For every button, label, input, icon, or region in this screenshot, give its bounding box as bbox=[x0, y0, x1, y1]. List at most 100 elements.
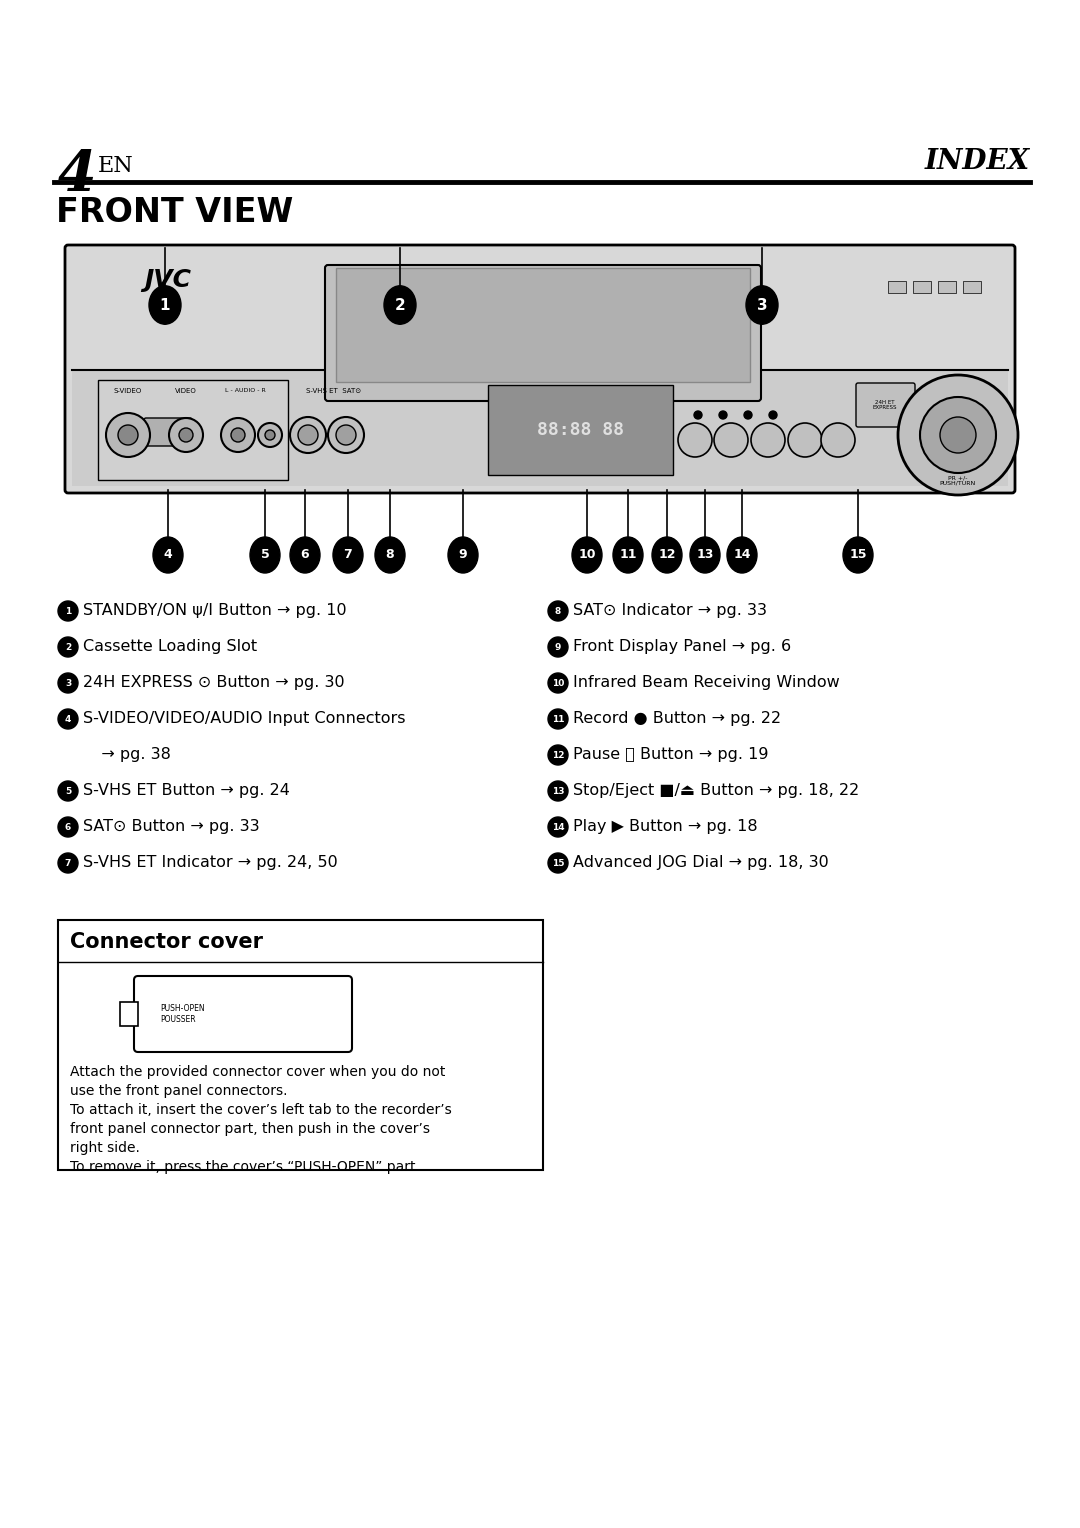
Text: 6: 6 bbox=[65, 822, 71, 831]
Text: 88:88 88: 88:88 88 bbox=[537, 422, 624, 439]
Circle shape bbox=[258, 423, 282, 448]
Circle shape bbox=[897, 374, 1018, 495]
Circle shape bbox=[548, 709, 568, 729]
Text: 4: 4 bbox=[58, 148, 96, 203]
Text: Infrared Beam Receiving Window: Infrared Beam Receiving Window bbox=[573, 674, 840, 689]
Ellipse shape bbox=[652, 536, 681, 573]
Circle shape bbox=[291, 417, 326, 452]
Text: INDEX: INDEX bbox=[924, 148, 1030, 176]
Bar bbox=[888, 281, 906, 293]
Text: 8: 8 bbox=[555, 607, 562, 616]
Bar bbox=[939, 281, 956, 293]
Circle shape bbox=[548, 672, 568, 694]
Text: PR +/-
PUSH/TURN: PR +/- PUSH/TURN bbox=[940, 475, 976, 486]
Circle shape bbox=[714, 423, 748, 457]
Bar bbox=[72, 370, 1008, 486]
Circle shape bbox=[788, 423, 822, 457]
Circle shape bbox=[58, 853, 78, 872]
Ellipse shape bbox=[746, 286, 778, 324]
Circle shape bbox=[265, 429, 275, 440]
Text: L - AUDIO - R: L - AUDIO - R bbox=[225, 388, 266, 393]
Ellipse shape bbox=[843, 536, 873, 573]
Text: S-VHS ET Indicator → pg. 24, 50: S-VHS ET Indicator → pg. 24, 50 bbox=[83, 854, 338, 869]
Text: EN: EN bbox=[98, 154, 134, 177]
Circle shape bbox=[231, 428, 245, 442]
Ellipse shape bbox=[690, 536, 720, 573]
Text: 4: 4 bbox=[65, 715, 71, 723]
FancyBboxPatch shape bbox=[134, 976, 352, 1051]
Text: FRONT VIEW: FRONT VIEW bbox=[56, 196, 294, 229]
Text: 14: 14 bbox=[552, 822, 565, 831]
Circle shape bbox=[920, 397, 996, 474]
Ellipse shape bbox=[384, 286, 416, 324]
Text: 10: 10 bbox=[552, 678, 564, 688]
FancyBboxPatch shape bbox=[325, 264, 761, 400]
Text: 5: 5 bbox=[260, 549, 269, 561]
Text: JVC: JVC bbox=[145, 267, 191, 292]
Text: 6: 6 bbox=[300, 549, 309, 561]
Circle shape bbox=[719, 411, 727, 419]
Circle shape bbox=[58, 672, 78, 694]
Text: 11: 11 bbox=[552, 715, 564, 723]
Text: To attach it, insert the cover’s left tab to the recorder’s: To attach it, insert the cover’s left ta… bbox=[70, 1103, 451, 1117]
Bar bbox=[98, 380, 288, 480]
Ellipse shape bbox=[572, 536, 602, 573]
Text: STANDBY/ON ψ/I Button → pg. 10: STANDBY/ON ψ/I Button → pg. 10 bbox=[83, 602, 347, 617]
Text: Attach the provided connector cover when you do not: Attach the provided connector cover when… bbox=[70, 1065, 445, 1079]
Text: front panel connector part, then push in the cover’s: front panel connector part, then push in… bbox=[70, 1122, 430, 1135]
Ellipse shape bbox=[333, 536, 363, 573]
Text: Stop/Eject ■/⏏ Button → pg. 18, 22: Stop/Eject ■/⏏ Button → pg. 18, 22 bbox=[573, 782, 860, 798]
Text: Advanced JOG Dial → pg. 18, 30: Advanced JOG Dial → pg. 18, 30 bbox=[573, 854, 828, 869]
Text: S-VIDEO/VIDEO/AUDIO Input Connectors: S-VIDEO/VIDEO/AUDIO Input Connectors bbox=[83, 711, 405, 726]
Text: VIDEO: VIDEO bbox=[175, 388, 197, 394]
Text: 7: 7 bbox=[343, 549, 352, 561]
FancyBboxPatch shape bbox=[144, 419, 192, 446]
Text: 5: 5 bbox=[65, 787, 71, 796]
Text: right side.: right side. bbox=[70, 1141, 140, 1155]
Text: S-VIDEO: S-VIDEO bbox=[113, 388, 143, 394]
Text: 4: 4 bbox=[164, 549, 173, 561]
Text: 1: 1 bbox=[65, 607, 71, 616]
Circle shape bbox=[940, 417, 976, 452]
Text: SAT⊙ Indicator → pg. 33: SAT⊙ Indicator → pg. 33 bbox=[573, 602, 767, 617]
Circle shape bbox=[221, 419, 255, 452]
Text: SAT⊙ Button → pg. 33: SAT⊙ Button → pg. 33 bbox=[83, 819, 259, 833]
Circle shape bbox=[58, 781, 78, 801]
Text: 7: 7 bbox=[65, 859, 71, 868]
Ellipse shape bbox=[291, 536, 320, 573]
Circle shape bbox=[58, 817, 78, 837]
Text: 24H EXPRESS ⊙ Button → pg. 30: 24H EXPRESS ⊙ Button → pg. 30 bbox=[83, 674, 345, 689]
Text: 3: 3 bbox=[65, 678, 71, 688]
Circle shape bbox=[548, 637, 568, 657]
Text: 11: 11 bbox=[619, 549, 637, 561]
Circle shape bbox=[58, 637, 78, 657]
Bar bbox=[58, 920, 543, 1170]
Text: → pg. 38: → pg. 38 bbox=[86, 747, 171, 761]
Circle shape bbox=[179, 428, 193, 442]
Bar bbox=[963, 281, 981, 293]
Text: use the front panel connectors.: use the front panel connectors. bbox=[70, 1083, 287, 1099]
Text: Pause ⏸ Button → pg. 19: Pause ⏸ Button → pg. 19 bbox=[573, 747, 769, 761]
Text: 14: 14 bbox=[733, 549, 751, 561]
Text: 9: 9 bbox=[555, 642, 562, 651]
Circle shape bbox=[336, 425, 356, 445]
Circle shape bbox=[58, 709, 78, 729]
Circle shape bbox=[548, 746, 568, 766]
FancyBboxPatch shape bbox=[65, 244, 1015, 494]
Bar bbox=[120, 1002, 138, 1025]
Text: Record ● Button → pg. 22: Record ● Button → pg. 22 bbox=[573, 711, 781, 726]
Circle shape bbox=[58, 601, 78, 620]
Circle shape bbox=[168, 419, 203, 452]
Text: 9: 9 bbox=[459, 549, 468, 561]
Text: 8: 8 bbox=[386, 549, 394, 561]
Bar bbox=[913, 281, 931, 293]
Text: To remove it, press the cover’s “PUSH-OPEN” part.: To remove it, press the cover’s “PUSH-OP… bbox=[70, 1160, 420, 1174]
Text: S-VHS ET Button → pg. 24: S-VHS ET Button → pg. 24 bbox=[83, 782, 289, 798]
Ellipse shape bbox=[613, 536, 643, 573]
Circle shape bbox=[769, 411, 777, 419]
Bar bbox=[336, 267, 750, 382]
Text: 10: 10 bbox=[578, 549, 596, 561]
Circle shape bbox=[751, 423, 785, 457]
Text: 1: 1 bbox=[160, 298, 171, 313]
Text: 13: 13 bbox=[697, 549, 714, 561]
